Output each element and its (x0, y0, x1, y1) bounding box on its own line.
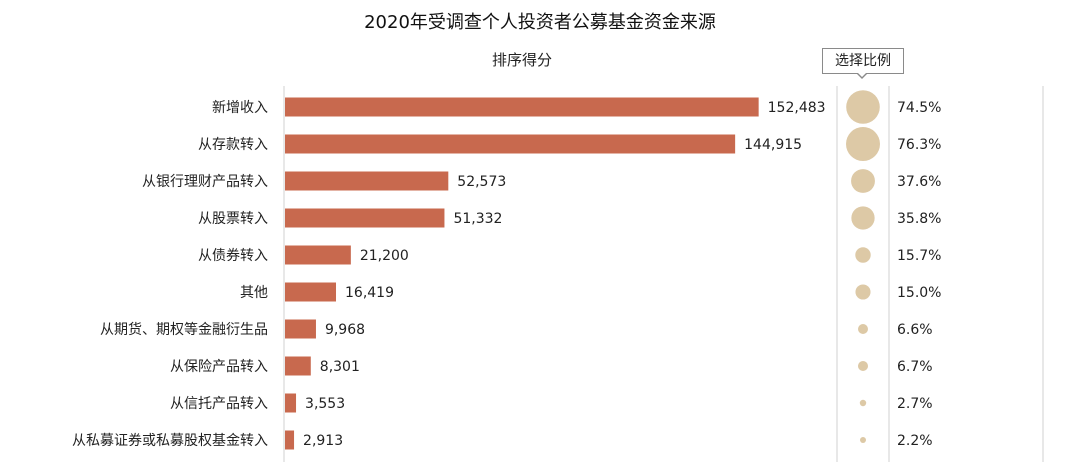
bar-value-label: 16,419 (345, 285, 394, 301)
bar (285, 245, 351, 265)
ratio-label: 74.5% (897, 100, 941, 116)
ratio-label: 2.2% (897, 433, 933, 449)
ratio-bubble (857, 360, 869, 372)
category-label: 其他 (240, 285, 268, 301)
category-label: 从股票转入 (198, 211, 268, 227)
bar (285, 171, 449, 191)
ratio-label: 6.7% (897, 359, 933, 375)
ratio-bubble (855, 284, 871, 300)
bar-value-label: 3,553 (305, 396, 345, 412)
category-label: 从保险产品转入 (170, 359, 268, 375)
ratio-bubble (851, 206, 875, 230)
ratio-bubble (858, 324, 868, 334)
ratio-bubble (859, 399, 867, 407)
bar-column-header: 排序得分 (491, 51, 552, 69)
bar-value-label: 21,200 (360, 248, 409, 264)
ratio-bubble (846, 127, 880, 161)
ratio-bubble (846, 90, 880, 124)
category-label: 从期货、期权等金融衍生品 (100, 321, 268, 338)
ratio-label: 15.0% (897, 285, 941, 301)
category-label: 从债券转入 (198, 248, 268, 264)
bar-value-label: 52,573 (457, 174, 506, 190)
bar-value-label: 152,483 (768, 100, 826, 116)
bar (285, 393, 297, 413)
bar (285, 97, 759, 117)
bar (285, 430, 295, 450)
ratio-label: 35.8% (897, 211, 941, 227)
bar (285, 208, 445, 228)
ratio-label: 15.7% (897, 248, 941, 264)
ratio-bubble (855, 247, 871, 263)
category-label: 新增收入 (212, 100, 268, 116)
category-label: 从信托产品转入 (170, 396, 268, 412)
ratio-bubble (860, 437, 866, 443)
bar-value-label: 8,301 (320, 359, 360, 375)
bar-value-label: 144,915 (744, 137, 802, 153)
header-pointer-fill (857, 72, 867, 77)
ratio-bubble (851, 169, 875, 193)
ratio-label: 2.7% (897, 396, 933, 412)
category-label: 从银行理财产品转入 (142, 174, 268, 190)
bar (285, 356, 311, 376)
bar-value-label: 51,332 (453, 211, 502, 227)
ratio-label: 6.6% (897, 322, 933, 338)
bar (285, 282, 337, 302)
ratio-label: 76.3% (897, 137, 941, 153)
chart-title: 2020年受调查个人投资者公募基金资金来源 (364, 12, 716, 33)
category-label: 从存款转入 (198, 137, 268, 153)
bar (285, 134, 736, 154)
bar-value-label: 9,968 (325, 322, 365, 338)
category-label: 从私募证券或私募股权基金转入 (72, 432, 268, 449)
ratio-label: 37.6% (897, 174, 941, 190)
bar (285, 319, 316, 339)
bubble-column-header: 选择比例 (822, 48, 904, 74)
bar-value-label: 2,913 (303, 433, 343, 449)
